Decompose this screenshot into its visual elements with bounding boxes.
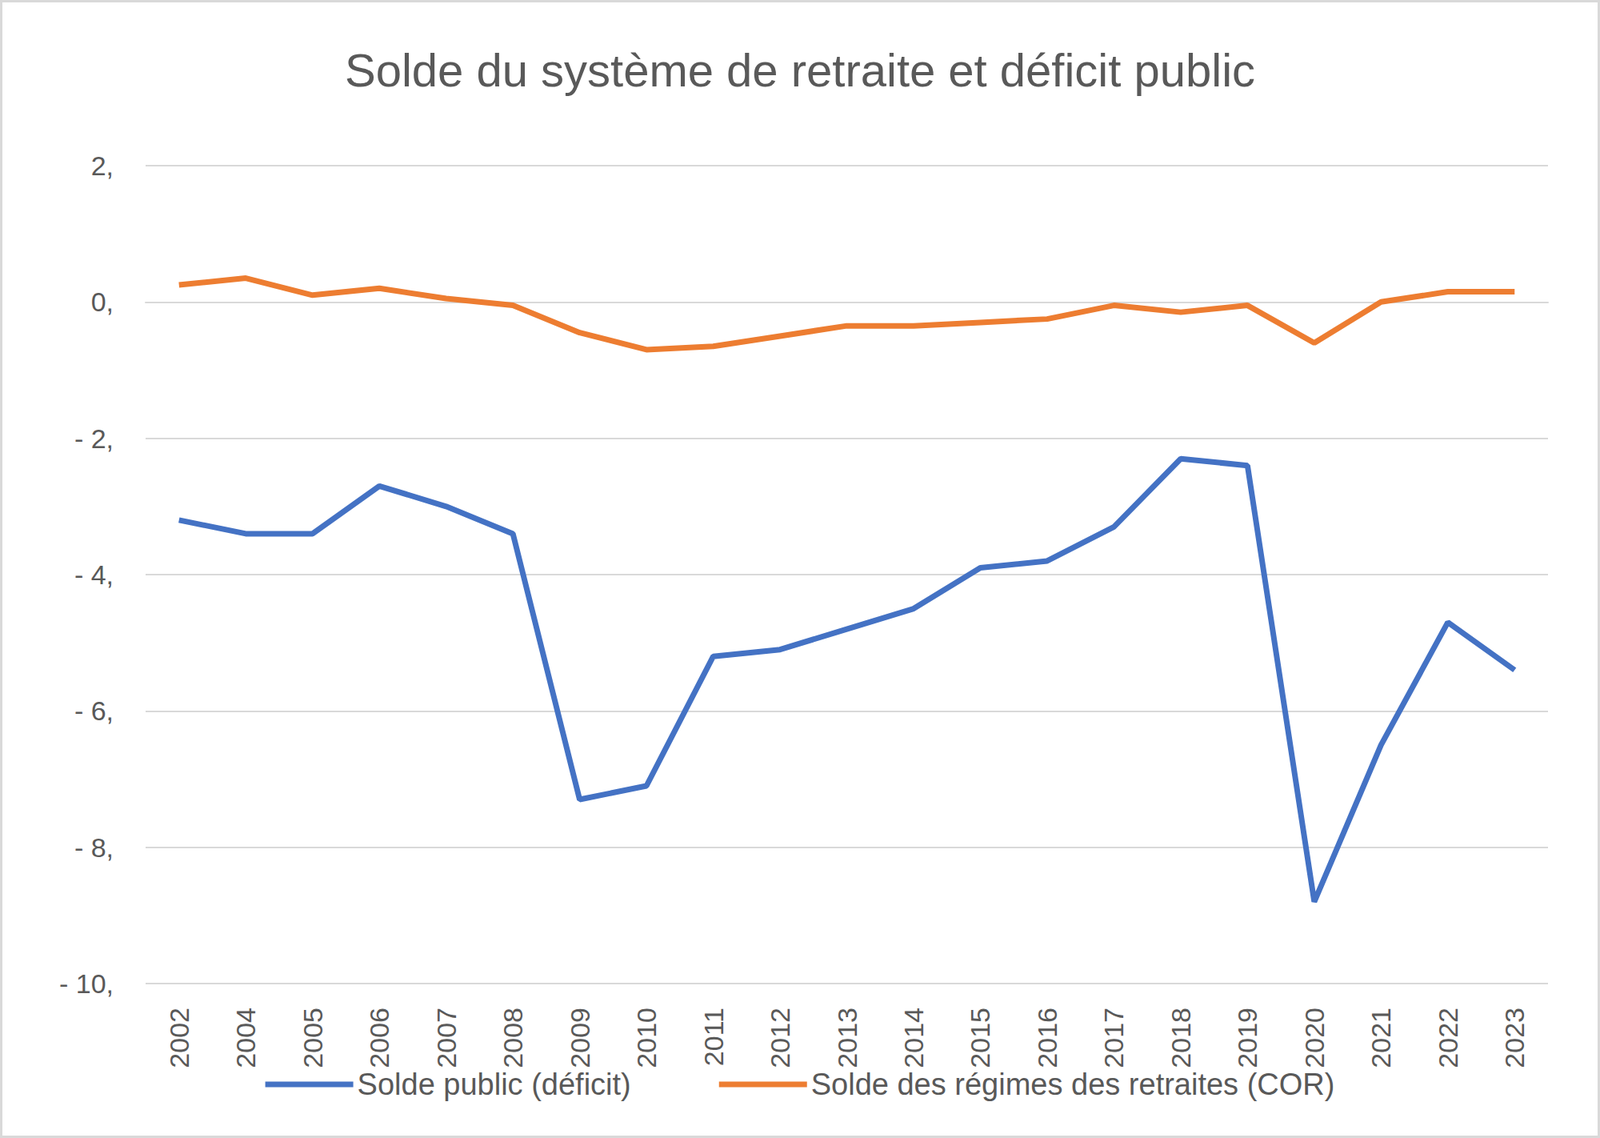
svg-text:Solde du système de retraite e: Solde du système de retraite et déficit …	[344, 44, 1256, 96]
svg-text:2014: 2014	[898, 1007, 929, 1068]
svg-text:- 2,: - 2,	[74, 423, 114, 454]
svg-text:2013: 2013	[832, 1007, 863, 1068]
svg-text:2018: 2018	[1165, 1007, 1196, 1068]
svg-text:2019: 2019	[1232, 1007, 1263, 1068]
svg-text:2009: 2009	[564, 1007, 596, 1068]
svg-text:2022: 2022	[1432, 1007, 1464, 1068]
svg-text:2020: 2020	[1299, 1007, 1330, 1068]
svg-text:2010: 2010	[631, 1007, 662, 1068]
svg-text:2021: 2021	[1365, 1007, 1396, 1068]
svg-text:2011: 2011	[698, 1007, 729, 1066]
svg-text:- 6,: - 6,	[74, 695, 114, 726]
svg-text:- 4,: - 4,	[74, 559, 114, 590]
svg-text:2004: 2004	[230, 1007, 261, 1068]
svg-text:2008: 2008	[497, 1007, 528, 1068]
svg-text:2015: 2015	[964, 1007, 996, 1068]
svg-text:2023: 2023	[1499, 1007, 1530, 1068]
svg-text:2,: 2,	[91, 150, 114, 181]
svg-text:2016: 2016	[1032, 1007, 1063, 1068]
svg-text:2005: 2005	[297, 1007, 328, 1068]
svg-text:Solde public (déficit): Solde public (déficit)	[357, 1067, 632, 1101]
svg-text:Solde des régimes des retraite: Solde des régimes des retraites (COR)	[811, 1067, 1336, 1101]
svg-text:2006: 2006	[364, 1007, 395, 1068]
svg-text:2012: 2012	[764, 1007, 796, 1068]
svg-text:2002: 2002	[164, 1007, 195, 1068]
svg-text:2017: 2017	[1098, 1007, 1129, 1068]
svg-text:- 10,: - 10,	[59, 968, 114, 999]
svg-text:- 8,: - 8,	[74, 832, 114, 863]
svg-text:2007: 2007	[431, 1007, 462, 1068]
svg-text:0,: 0,	[91, 286, 114, 317]
